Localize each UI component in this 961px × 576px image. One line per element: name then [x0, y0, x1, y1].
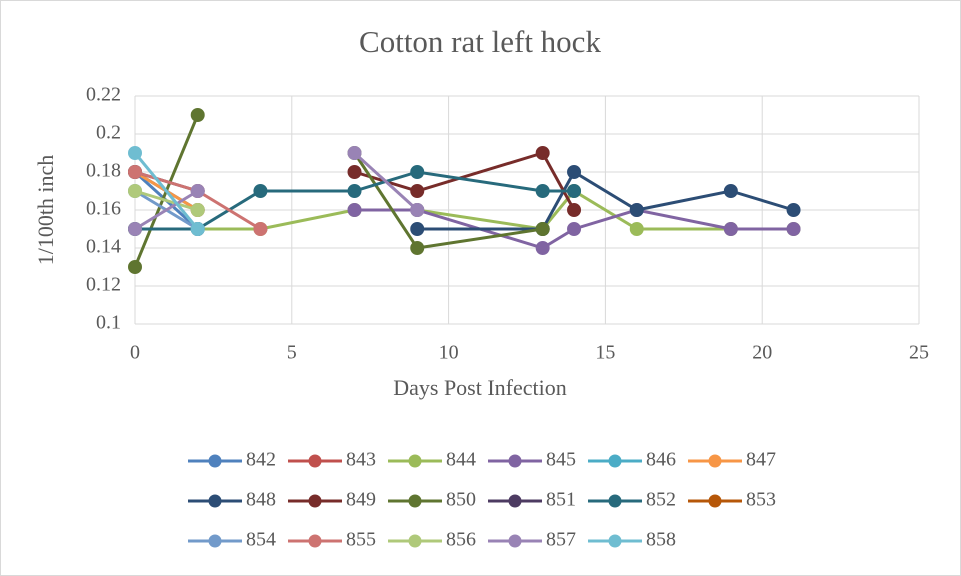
x-tick-label: 25: [909, 342, 929, 364]
data-point: [347, 165, 362, 179]
y-tick-label: 0.2: [96, 122, 121, 144]
legend-marker: [308, 534, 322, 548]
data-point: [535, 222, 550, 236]
series-line: [135, 189, 794, 231]
legend-label: 856: [446, 529, 476, 551]
series-line: [133, 152, 199, 230]
data-point: [190, 222, 205, 236]
legend-label: 852: [646, 489, 676, 511]
data-point: [410, 222, 425, 236]
data-point: [128, 165, 142, 179]
legend-label: 843: [346, 449, 376, 471]
legend-marker: [608, 454, 622, 468]
legend-marker: [708, 454, 722, 468]
legend-marker: [308, 494, 322, 508]
legend-label: 858: [646, 529, 676, 551]
data-point: [786, 222, 801, 236]
legend-label: 855: [346, 529, 376, 551]
chart-title: Cotton rat left hock: [359, 24, 601, 59]
data-point: [567, 184, 582, 198]
legend-label: 849: [346, 489, 376, 511]
legend-marker: [208, 494, 222, 508]
legend-label: 847: [746, 449, 776, 471]
legend-marker: [708, 494, 722, 508]
legend-label: 848: [246, 489, 276, 511]
data-point: [567, 203, 582, 217]
data-point: [629, 222, 644, 236]
legend-marker: [408, 454, 422, 468]
data-point: [253, 184, 268, 198]
data-point: [567, 165, 582, 179]
data-point: [723, 222, 738, 236]
data-point: [190, 184, 205, 198]
legend-marker: [508, 534, 522, 548]
legend-label: 846: [646, 449, 676, 471]
y-tick-label: 0.16: [86, 198, 121, 220]
legend-marker: [308, 454, 322, 468]
data-point: [347, 146, 362, 160]
legend-label: 850: [446, 489, 476, 511]
y-tick-label: 0.18: [86, 160, 121, 182]
series-line: [134, 151, 419, 231]
y-tick-label: 0.1: [96, 312, 121, 334]
x-axis-label: Days Post Infection: [393, 375, 567, 400]
data-point: [128, 260, 142, 274]
data-point: [629, 203, 644, 217]
data-point: [410, 241, 425, 255]
legend-marker: [208, 454, 222, 468]
data-point: [190, 108, 205, 122]
data-point: [128, 222, 142, 236]
legend-label: 842: [246, 449, 276, 471]
data-point: [128, 184, 142, 198]
data-point: [535, 184, 550, 198]
legend-marker: [208, 534, 222, 548]
legend-marker: [408, 494, 422, 508]
data-point: [128, 146, 142, 160]
data-point: [347, 184, 362, 198]
series-line: [417, 169, 794, 231]
data-point: [535, 241, 550, 255]
legend-label: 845: [546, 449, 576, 471]
data-point: [410, 203, 425, 217]
legend-marker: [608, 494, 622, 508]
data-point: [723, 184, 738, 198]
legend-marker: [608, 534, 622, 548]
series-line: [134, 189, 199, 212]
legend-label: 844: [446, 449, 476, 471]
data-point: [347, 203, 362, 217]
y-tick-label: 0.14: [86, 236, 121, 258]
data-point: [410, 184, 425, 198]
x-tick-label: 0: [130, 342, 140, 364]
y-axis-label: 1/100th inch: [33, 155, 58, 266]
data-point: [253, 222, 268, 236]
data-point: [190, 203, 205, 217]
data-point: [410, 165, 425, 179]
legend-label: 857: [546, 529, 576, 551]
x-tick-label: 15: [595, 342, 615, 364]
y-tick-label: 0.12: [86, 274, 121, 296]
legend-marker: [508, 454, 522, 468]
legend-label: 853: [746, 489, 776, 511]
x-tick-label: 10: [439, 342, 459, 364]
data-point: [567, 222, 582, 236]
legend-marker: [508, 494, 522, 508]
y-tick-label: 0.22: [86, 84, 121, 106]
x-tick-label: 5: [287, 342, 297, 364]
data-point: [786, 203, 801, 217]
data-point: [535, 146, 550, 160]
legend-label: 851: [546, 489, 576, 511]
x-tick-label: 20: [752, 342, 772, 364]
legend-label: 854: [246, 529, 276, 551]
legend-marker: [408, 534, 422, 548]
